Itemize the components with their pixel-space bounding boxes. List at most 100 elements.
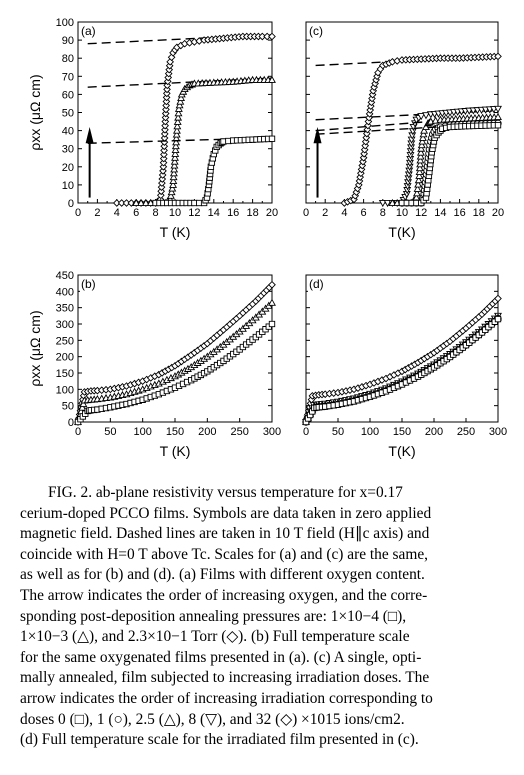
panel-label: (c) [309, 24, 323, 38]
data-point-diamond [160, 146, 168, 155]
x-tick-label: 6 [133, 207, 139, 219]
x-tick-label: 10 [169, 207, 181, 219]
x-tick-label: 50 [332, 426, 344, 438]
x-tick-label: 20 [492, 207, 504, 219]
caption-line: 1×10−3 (△), and 2.3×10−1 Torr (◇). (b) F… [20, 628, 410, 646]
y-tick-label: 0 [68, 417, 74, 429]
data-point-triangle [170, 165, 179, 173]
data-point-triangle [173, 117, 182, 125]
x-tick-label: 16 [453, 207, 465, 219]
y-tick-label: 70 [62, 71, 74, 83]
x-tick-label: 4 [341, 207, 347, 219]
dashed-10T-line [87, 137, 273, 144]
data-point-diamond [366, 106, 375, 114]
data-point-triangle [171, 145, 180, 154]
x-tick-label: 12 [415, 207, 427, 219]
dashed-10T-line [315, 122, 499, 135]
data-point-diamond [159, 154, 168, 163]
y-tick-label: 350 [56, 303, 74, 315]
data-point-triangle-down [422, 112, 430, 120]
caption-line: arrow indicates the order of increasing … [20, 689, 433, 707]
data-point-triangle [416, 148, 425, 156]
x-tick-label: 18 [473, 207, 485, 219]
data-point-square [225, 137, 232, 145]
data-point-diamond [359, 153, 368, 162]
data-point-square [494, 122, 502, 129]
data-point-triangle [418, 137, 427, 145]
data-point-triangle [170, 161, 179, 169]
x-tick-label: 8 [380, 207, 386, 219]
x-tick-label: 100 [133, 426, 151, 438]
y-axis-label: ρxx (μΩ cm) [27, 310, 43, 386]
data-point-diamond [157, 187, 166, 196]
data-point-triangle [141, 198, 150, 207]
x-tick-label: 0 [75, 426, 81, 438]
x-tick-label: 18 [246, 207, 258, 219]
caption-line: doses 0 (□), 1 (○), 2.5 (△), 8 (▽), and … [20, 710, 405, 728]
y-tick-label: 30 [62, 144, 74, 156]
data-point-triangle-down [417, 113, 426, 121]
y-tick-label: 300 [56, 319, 74, 331]
caption-line: (d) Full temperature scale for the irrad… [20, 731, 419, 749]
data-point-triangle [174, 109, 183, 117]
data-point-diamond [156, 191, 165, 200]
caption-line: sponding post-deposition annealing press… [20, 607, 407, 625]
y-tick-label: 60 [62, 89, 74, 101]
x-tick-label: 0 [75, 207, 81, 219]
y-tick-label: 250 [56, 335, 74, 347]
data-point-triangle [174, 104, 183, 112]
x-tick-label: 0 [303, 207, 309, 219]
data-point-triangle [414, 180, 423, 188]
caption-line: coincide with H=0 T above Tc. Scales for… [20, 545, 429, 563]
data-point-triangle [416, 156, 425, 164]
data-point-diamond [362, 133, 371, 142]
data-point-square [268, 320, 276, 328]
data-point-diamond [494, 52, 502, 61]
data-point-diamond [358, 161, 367, 170]
data-point-diamond [268, 280, 276, 289]
x-tick-label: 100 [361, 426, 379, 438]
x-tick-label: 200 [425, 426, 443, 438]
data-point-triangle [268, 75, 276, 83]
x-tick-label: 6 [361, 207, 367, 219]
x-tick-label: 2 [94, 207, 100, 219]
y-tick-label: 100 [56, 17, 74, 29]
data-point-diamond [357, 169, 365, 178]
data-point-diamond [165, 65, 174, 74]
x-tick-label: 12 [188, 207, 200, 219]
x-tick-label: 0 [303, 426, 309, 438]
data-point-diamond [159, 158, 168, 167]
data-point-diamond [160, 142, 169, 151]
x-tick-label: 14 [208, 207, 220, 219]
x-tick-label: 250 [457, 426, 475, 438]
data-point-triangle [168, 184, 177, 192]
data-point-triangle [415, 171, 424, 179]
data-point-triangle [416, 160, 425, 168]
dashed-10T-line [315, 115, 499, 132]
y-tick-label: 90 [62, 35, 74, 47]
panel-label: (b) [81, 277, 96, 291]
data-point-triangle [174, 113, 183, 121]
data-point-diamond [364, 117, 373, 126]
x-tick-label: 14 [434, 207, 446, 219]
data-point-square [494, 315, 502, 323]
data-point-diamond [268, 32, 276, 41]
x-tick-label: 250 [230, 426, 248, 438]
x-tick-label: 150 [166, 426, 184, 438]
x-tick-label: 8 [153, 207, 159, 219]
y-axis-label: ρxx (μΩ cm) [27, 74, 43, 150]
data-point-triangle-down [494, 105, 502, 114]
order-arrow-head [85, 126, 94, 144]
x-axis-label: T (K) [160, 443, 191, 459]
data-point-diamond [167, 53, 176, 62]
data-point-triangle [417, 140, 426, 149]
x-axis-label: T(K) [388, 443, 415, 459]
y-tick-label: 10 [62, 180, 74, 192]
x-axis-label: T(K) [388, 224, 415, 240]
x-tick-label: 300 [263, 426, 281, 438]
y-tick-label: 50 [62, 401, 74, 413]
caption-line: FIG. 2. ab-plane resistivity versus temp… [48, 484, 403, 501]
data-point-triangle [170, 157, 179, 165]
panel-label: (a) [81, 24, 96, 38]
figure-caption: FIG. 2. ab-plane resistivity versus temp… [20, 483, 506, 751]
